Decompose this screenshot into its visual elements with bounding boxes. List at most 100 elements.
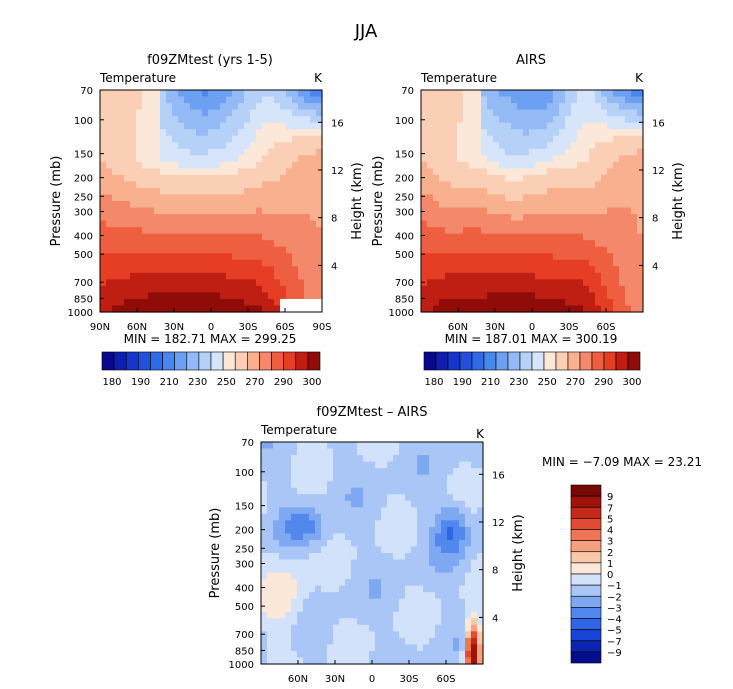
field-cell — [297, 513, 304, 521]
x-tick-label: 90S — [312, 322, 331, 333]
field-cell — [475, 246, 482, 254]
field-cell — [393, 585, 400, 593]
field-cell — [427, 266, 434, 274]
field-cell — [595, 246, 602, 254]
field-cell — [250, 155, 257, 163]
field-cell — [256, 298, 263, 307]
field-cell — [571, 207, 578, 215]
field-cell — [208, 194, 215, 202]
field-cell — [327, 546, 334, 554]
field-cell — [310, 142, 317, 150]
field-cell — [112, 253, 119, 261]
field-cell — [613, 246, 620, 254]
colorbar-swatch — [627, 351, 641, 371]
field-cell — [196, 109, 203, 117]
field-cell — [465, 592, 472, 600]
field-cell — [423, 461, 430, 469]
field-cell — [375, 494, 382, 502]
field-cell — [619, 155, 626, 163]
field-cell — [273, 657, 280, 665]
field-cell — [285, 566, 292, 574]
field-cell — [523, 233, 530, 241]
field-cell — [190, 240, 197, 248]
panel-obs-title: AIRS — [516, 53, 546, 68]
y-tick-label: 150 — [395, 150, 414, 161]
field-cell — [250, 220, 257, 228]
field-cell — [285, 618, 292, 626]
field-cell — [583, 220, 590, 228]
field-cell — [363, 520, 370, 528]
field-cell — [601, 103, 608, 111]
field-cell — [309, 624, 316, 632]
field-cell — [250, 246, 257, 254]
field-cell — [291, 442, 298, 450]
field-cell — [429, 481, 436, 489]
field-cell — [465, 520, 472, 528]
field-cell — [130, 259, 137, 267]
field-cell — [214, 253, 221, 261]
field-cell — [433, 240, 440, 248]
y-tick-label: 300 — [395, 207, 414, 218]
field-cell — [333, 566, 340, 574]
field-cell — [202, 161, 209, 169]
field-cell — [421, 298, 428, 307]
field-cell — [529, 266, 536, 274]
field-cell — [481, 214, 488, 222]
field-cell — [393, 533, 400, 541]
field-cell — [279, 644, 286, 652]
field-cell — [274, 266, 281, 274]
field-cell — [220, 109, 227, 117]
field-cell — [202, 214, 209, 222]
field-cell — [154, 96, 161, 104]
field-cell — [577, 90, 584, 98]
field-cell — [267, 507, 274, 515]
field-cell — [471, 618, 478, 626]
field-cell — [499, 207, 506, 215]
field-cell — [327, 618, 334, 626]
field-cell — [529, 272, 536, 280]
field-cell — [274, 253, 281, 261]
y-tick-label: 150 — [235, 502, 254, 513]
field-cell — [118, 220, 125, 228]
field-cell — [447, 592, 454, 600]
field-cell — [220, 253, 227, 261]
field-cell — [423, 592, 430, 600]
field-cell — [154, 194, 161, 202]
field-cell — [637, 292, 644, 300]
field-cell — [523, 266, 530, 274]
field-cell — [226, 246, 233, 254]
field-cell — [459, 520, 466, 528]
field-cell — [453, 585, 460, 593]
field-cell — [583, 174, 590, 183]
field-cell — [112, 292, 119, 300]
field-cell — [292, 122, 299, 130]
field-cell — [417, 533, 424, 541]
field-cell — [477, 657, 484, 665]
field-cell — [316, 148, 323, 156]
field-cell — [499, 253, 506, 261]
field-cell — [517, 142, 524, 150]
field-cell — [238, 285, 245, 294]
field-cell — [279, 566, 286, 574]
field-cell — [214, 96, 221, 104]
field-cell — [475, 103, 482, 111]
field-cell — [304, 155, 311, 163]
field-cell — [196, 116, 203, 124]
field-cell — [453, 487, 460, 495]
field-cell — [433, 96, 440, 104]
field-cell — [267, 572, 274, 580]
field-cell — [421, 305, 428, 313]
field-cell — [477, 494, 484, 502]
field-cell — [381, 455, 388, 463]
field-cell — [541, 116, 548, 124]
field-cell — [268, 109, 275, 117]
field-cell — [451, 116, 458, 124]
field-cell — [613, 129, 620, 137]
field-cell — [607, 174, 614, 183]
field-cell — [457, 272, 464, 280]
field-cell — [607, 122, 614, 130]
field-cell — [285, 611, 292, 619]
field-cell — [625, 187, 632, 196]
field-cell — [393, 566, 400, 574]
field-cell — [457, 279, 464, 287]
